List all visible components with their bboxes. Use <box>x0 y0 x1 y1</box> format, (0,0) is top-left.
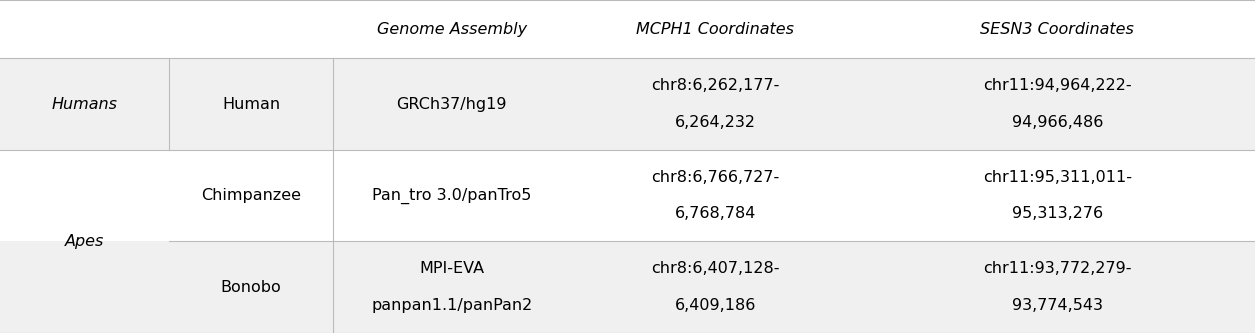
Bar <box>0 58 1255 150</box>
Text: Humans: Humans <box>51 97 118 112</box>
Text: chr11:93,772,279-: chr11:93,772,279- <box>983 261 1132 276</box>
Text: chr8:6,407,128-: chr8:6,407,128- <box>651 261 779 276</box>
Text: Apes: Apes <box>65 234 104 249</box>
Text: 93,774,543: 93,774,543 <box>1012 298 1103 313</box>
Text: chr11:95,311,011-: chr11:95,311,011- <box>983 170 1132 185</box>
Text: 6,264,232: 6,264,232 <box>675 115 756 130</box>
Text: Pan_tro 3.0/panTro5: Pan_tro 3.0/panTro5 <box>373 187 531 204</box>
Text: 94,966,486: 94,966,486 <box>1012 115 1103 130</box>
Text: panpan1.1/panPan2: panpan1.1/panPan2 <box>371 298 532 313</box>
Text: GRCh37/hg19: GRCh37/hg19 <box>397 97 507 112</box>
Text: chr8:6,766,727-: chr8:6,766,727- <box>651 170 779 185</box>
Text: Genome Assembly: Genome Assembly <box>376 22 527 37</box>
Bar <box>0 150 1255 241</box>
Text: MCPH1 Coordinates: MCPH1 Coordinates <box>636 22 794 37</box>
Text: SESN3 Coordinates: SESN3 Coordinates <box>980 22 1135 37</box>
Text: Human: Human <box>222 97 280 112</box>
Text: chr8:6,262,177-: chr8:6,262,177- <box>651 78 779 93</box>
Text: 6,409,186: 6,409,186 <box>675 298 756 313</box>
Text: chr11:94,964,222-: chr11:94,964,222- <box>983 78 1132 93</box>
Bar <box>0 0 1255 58</box>
Text: 95,313,276: 95,313,276 <box>1012 206 1103 221</box>
Text: MPI-EVA: MPI-EVA <box>419 261 484 276</box>
Text: 6,768,784: 6,768,784 <box>675 206 756 221</box>
Text: Bonobo: Bonobo <box>221 280 281 295</box>
Text: Chimpanzee: Chimpanzee <box>201 188 301 203</box>
Bar <box>0 241 1255 333</box>
